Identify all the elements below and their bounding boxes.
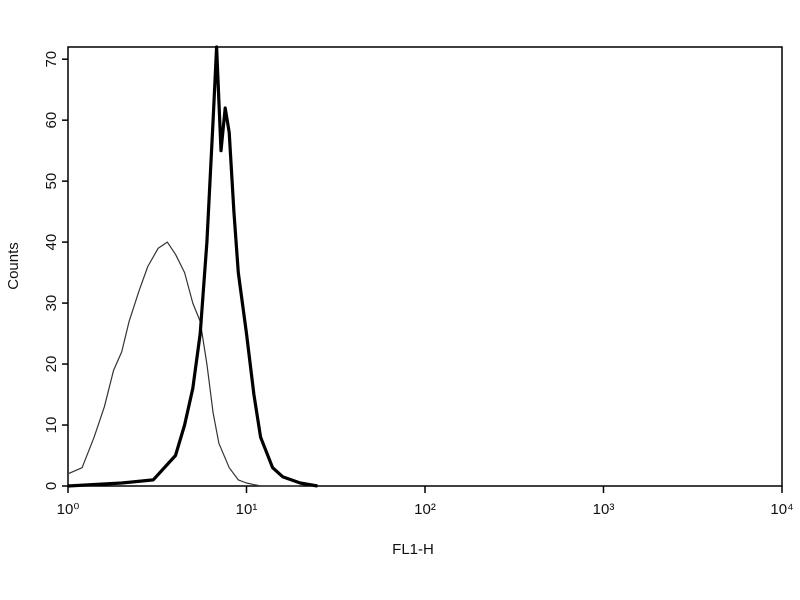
- y-tick-label: 60: [43, 112, 60, 129]
- x-tick-label: 10³: [593, 501, 615, 518]
- x-tick-label: 10¹: [236, 501, 258, 518]
- x-tick-label: 10⁴: [770, 501, 793, 518]
- x-tick-label: 10²: [414, 501, 436, 518]
- plot-frame: [67, 46, 783, 487]
- y-tick-label: 70: [43, 51, 60, 68]
- histogram-line: [67, 241, 301, 487]
- y-tick-label: 50: [43, 173, 60, 190]
- x-tick-label: 10⁰: [57, 501, 80, 518]
- y-tick-label: 20: [43, 356, 60, 373]
- y-tick-label: 30: [43, 295, 60, 312]
- y-tick-label: 0: [43, 482, 60, 490]
- y-axis-label: Counts: [5, 242, 22, 290]
- histogram-line: [67, 45, 318, 488]
- x-axis-label: FL1-H: [392, 541, 434, 558]
- y-tick-label: 10: [43, 417, 60, 434]
- y-tick-label: 40: [43, 234, 60, 251]
